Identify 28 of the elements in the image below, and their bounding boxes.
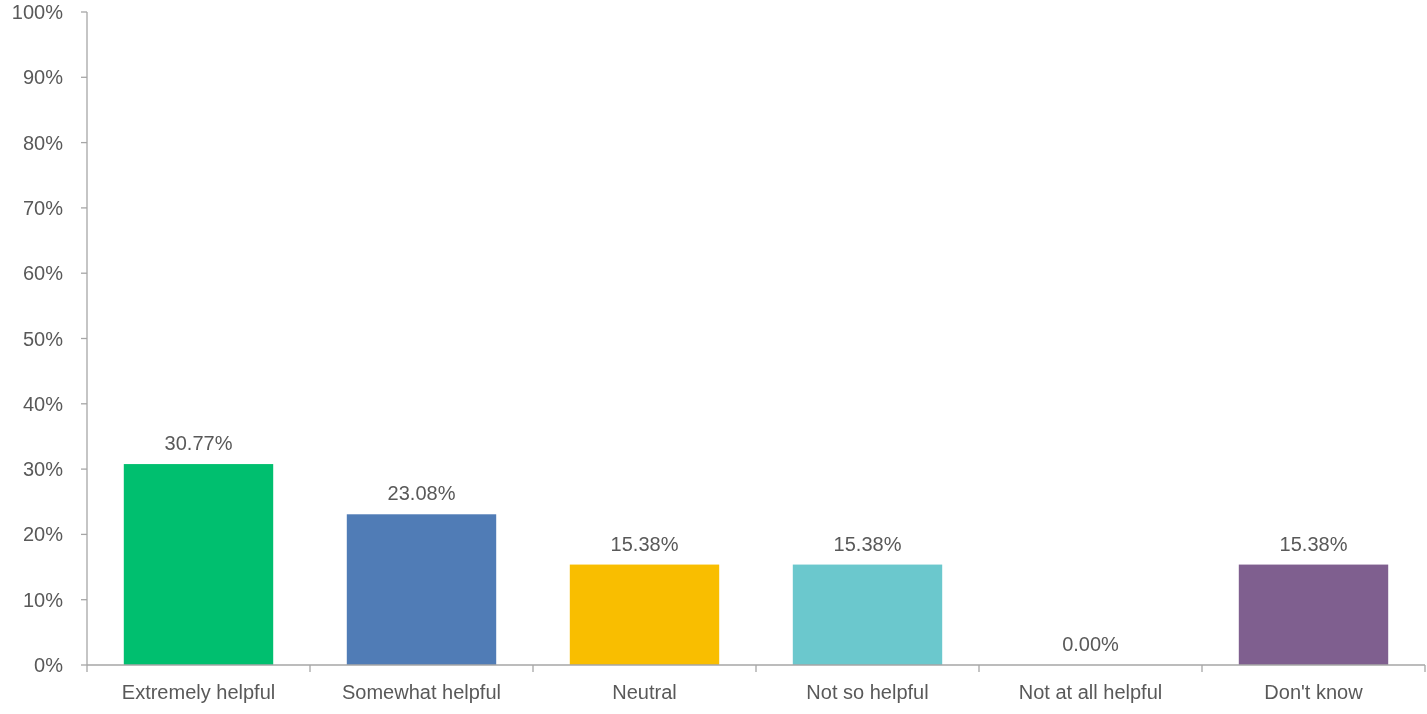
bar bbox=[792, 564, 943, 665]
y-tick-label: 40% bbox=[22, 392, 64, 415]
data-label: 0.00% bbox=[1062, 633, 1120, 655]
y-tick-label: 30% bbox=[22, 458, 64, 481]
y-tick-label: 70% bbox=[22, 196, 64, 219]
y-tick-label: 60% bbox=[22, 262, 64, 285]
x-tick-label: Extremely helpful bbox=[121, 681, 276, 703]
y-tick-label: 50% bbox=[22, 327, 64, 350]
y-tick-label: 0% bbox=[34, 654, 64, 676]
bar bbox=[123, 464, 274, 665]
data-label: 15.38% bbox=[610, 532, 679, 555]
x-tick-label: Not at all helpful bbox=[1018, 681, 1163, 703]
data-label: 23.08% bbox=[387, 482, 456, 505]
data-label: 15.38% bbox=[1279, 532, 1348, 555]
data-label: 15.38% bbox=[833, 532, 902, 555]
data-label: 30.77% bbox=[164, 432, 233, 455]
x-tick-label: Somewhat helpful bbox=[342, 681, 501, 703]
y-tick-label: 80% bbox=[22, 131, 64, 154]
y-tick-label: 20% bbox=[22, 523, 64, 546]
x-tick-label: Don't know bbox=[1264, 681, 1364, 703]
y-tick-label: 90% bbox=[22, 66, 64, 89]
bar bbox=[1238, 564, 1389, 665]
y-tick-label: 100% bbox=[11, 1, 64, 23]
x-tick-label: Neutral bbox=[612, 681, 677, 703]
bar bbox=[569, 564, 720, 665]
bar bbox=[346, 514, 497, 665]
y-tick-label: 10% bbox=[22, 588, 64, 611]
x-tick-label: Not so helpful bbox=[806, 681, 929, 703]
